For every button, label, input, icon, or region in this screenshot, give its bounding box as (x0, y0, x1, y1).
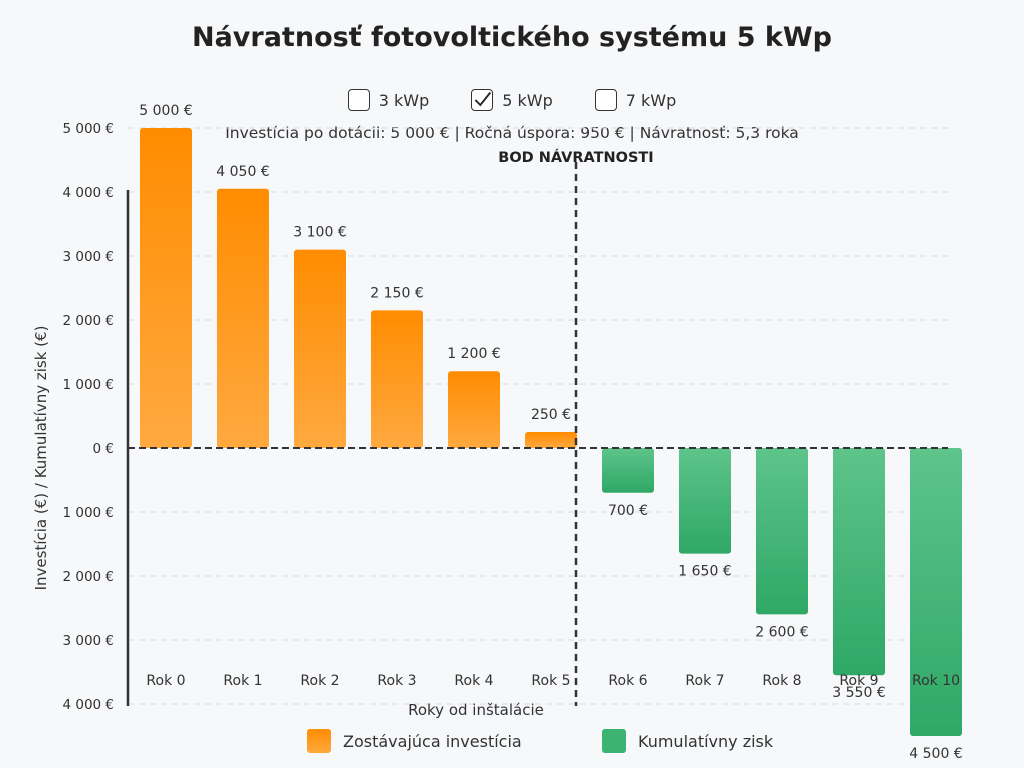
x-tick-label: Rok 7 (685, 673, 724, 689)
legend-label-remaining: Zostávajúca investícia (343, 731, 522, 751)
x-tick-label: Rok 8 (762, 673, 801, 689)
y-tick-label: 2 000 € (62, 569, 114, 585)
bar-remaining-investment (140, 128, 192, 448)
y-tick-label: 0 € (93, 441, 114, 457)
bar-cumulative-profit (833, 448, 885, 676)
bar-remaining-investment (294, 249, 346, 448)
y-tick-label: 1 000 € (62, 505, 114, 521)
y-tick-label: 5 000 € (62, 121, 114, 137)
bar-value-label: 3 550 € (832, 685, 885, 701)
x-tick-label: Rok 3 (377, 673, 416, 689)
y-tick-label: 3 000 € (62, 633, 114, 649)
y-tick-label: 1 000 € (62, 377, 114, 393)
y-tick-label: 4 000 € (62, 697, 114, 713)
breakeven-label: BOD NÁVRATNOSTI (498, 150, 654, 166)
bar-value-label: 2 150 € (370, 285, 423, 301)
chart-title: Návratnosť fotovoltického systému 5 kWp (191, 22, 832, 53)
legend-swatch-remaining (307, 729, 331, 753)
bar-value-label: 4 050 € (216, 164, 269, 180)
bar-value-label: 4 500 € (909, 746, 962, 762)
x-tick-label: Rok 4 (454, 673, 493, 689)
system-size-options: 3 kWp 5 kWp 7 kWp (0, 89, 1024, 111)
y-tick-label: 2 000 € (62, 313, 114, 329)
option-label: 7 kWp (625, 90, 677, 110)
legend-item-remaining[interactable]: Zostávajúca investícia (307, 729, 522, 753)
legend-swatch-cumulative (602, 729, 626, 753)
bar-value-label: 1 650 € (678, 564, 731, 580)
x-tick-label: Rok 5 (531, 673, 570, 689)
checkmark-icon (474, 91, 492, 107)
legend-label-cumulative: Kumulatívny zisk (638, 731, 774, 751)
bar-remaining-investment (448, 371, 500, 448)
y-tick-label: 3 000 € (62, 249, 114, 265)
bar-value-label: 250 € (531, 407, 571, 423)
bar-cumulative-profit (602, 448, 654, 493)
y-tick-label: 4 000 € (62, 185, 114, 201)
checkbox-3kwp[interactable] (347, 89, 370, 111)
x-tick-label: Rok 2 (300, 673, 339, 689)
option-7kwp[interactable]: 7 kWp (594, 89, 677, 111)
bar-value-label: 700 € (608, 503, 648, 519)
checkbox-7kwp[interactable] (594, 89, 617, 111)
x-tick-label: Rok 6 (608, 673, 647, 689)
bar-value-label: 1 200 € (447, 346, 500, 362)
summary-text: Investícia po dotácii: 5 000 € | Ročná ú… (225, 124, 799, 142)
legend-item-cumulative[interactable]: Kumulatívny zisk (602, 729, 773, 753)
bar-remaining-investment (525, 432, 577, 448)
bar-value-label: 2 600 € (755, 624, 808, 640)
option-5kwp[interactable]: 5 kWp (471, 89, 553, 111)
bar-cumulative-profit (910, 448, 962, 736)
y-axis-title: Investícia (€) / Kumulatívny zisk (€) (32, 326, 50, 591)
x-tick-label: Rok 1 (223, 673, 262, 689)
option-label: 3 kWp (378, 90, 430, 110)
bar-remaining-investment (371, 310, 423, 448)
bar-value-label: 5 000 € (139, 103, 192, 119)
checkbox-5kwp[interactable] (471, 89, 494, 111)
bar-remaining-investment (217, 188, 269, 449)
bar-cumulative-profit (756, 448, 808, 615)
bar-value-label: 3 100 € (293, 225, 346, 241)
option-3kwp[interactable]: 3 kWp (347, 89, 430, 111)
x-axis-title: Roky od inštalácie (408, 701, 544, 719)
x-tick-label: Rok 0 (146, 673, 185, 689)
x-tick-label: Rok 9 (839, 673, 878, 689)
x-tick-label: Rok 10 (912, 673, 960, 689)
option-label: 5 kWp (502, 90, 553, 110)
bar-cumulative-profit (679, 448, 731, 554)
